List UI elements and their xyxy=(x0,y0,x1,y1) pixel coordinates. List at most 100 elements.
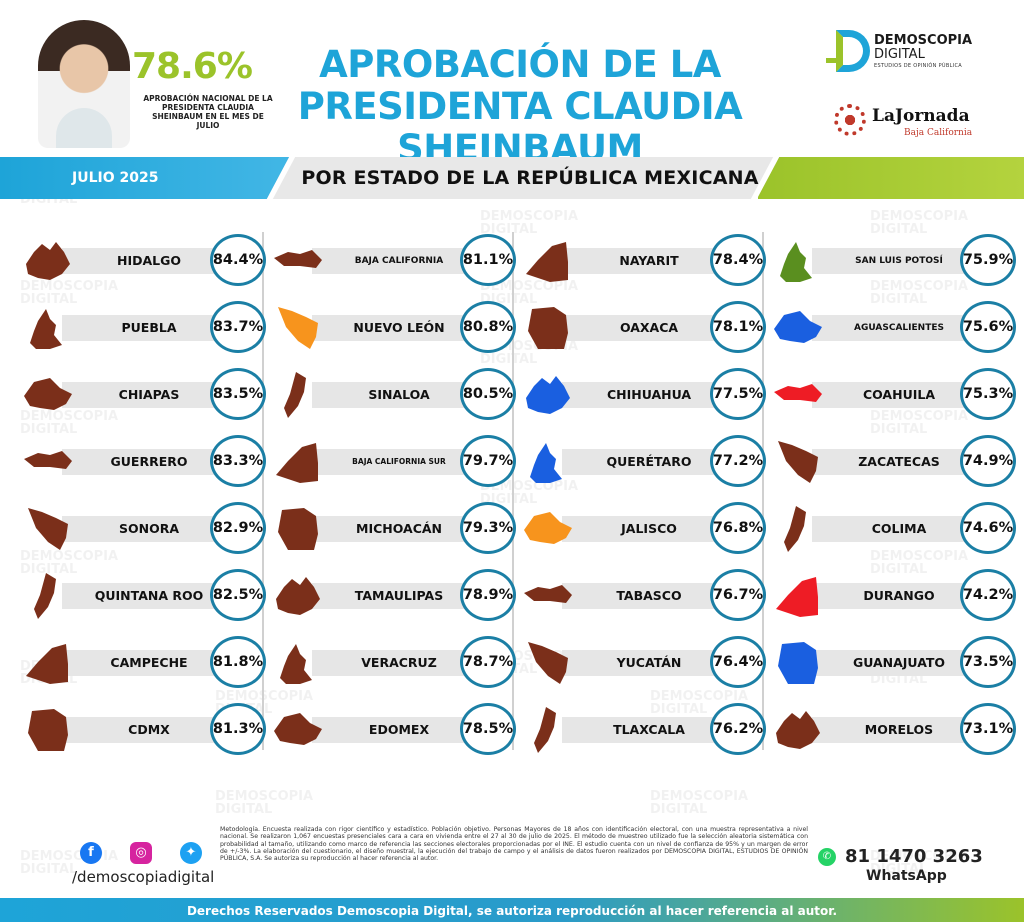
whatsapp-phone[interactable]: 81 1470 3263 xyxy=(845,846,983,867)
approval-ring xyxy=(710,234,766,286)
state-approval-value: 79.7% xyxy=(462,453,514,469)
state-label-bar xyxy=(62,315,232,341)
state-row: HIDALGO 84.4% xyxy=(20,232,270,288)
state-approval-value: 76.4% xyxy=(712,654,764,670)
state-approval-value: 75.9% xyxy=(962,252,1014,268)
state-label-bar xyxy=(62,382,232,408)
state-row: PUEBLA 83.7% xyxy=(20,299,270,355)
state-map-icon xyxy=(270,569,326,621)
state-row: GUERRERO 83.3% xyxy=(20,433,270,489)
title-line-1: APROBACIÓN DE LA xyxy=(319,43,721,86)
methodology-text: Metodología. Encuesta realizada con rigo… xyxy=(220,826,808,863)
approval-ring xyxy=(710,569,766,621)
watermark-line-2: DIGITAL xyxy=(870,292,928,307)
rights-notice: Derechos Reservados Demoscopia Digital, … xyxy=(186,904,838,918)
watermark-line-1: DEMOSCOPIA xyxy=(870,409,969,424)
watermark-line-2: DIGITAL xyxy=(650,802,708,817)
state-name: YUCATÁN xyxy=(616,655,682,670)
state-label-bar xyxy=(62,248,232,274)
state-name: TLAXCALA xyxy=(613,722,685,737)
whatsapp-icon[interactable]: ✆ xyxy=(818,848,836,866)
state-map-icon xyxy=(770,234,826,286)
approval-ring xyxy=(960,234,1016,286)
state-name: QUINTANA ROO xyxy=(94,588,204,603)
state-approval-value: 81.1% xyxy=(462,252,514,268)
state-row: YUCATÁN 76.4% xyxy=(520,634,770,690)
watermark-line-1: DEMOSCOPIA xyxy=(870,549,969,564)
state-map-icon xyxy=(520,368,576,420)
watermark-line-1: DEMOSCOPIA xyxy=(870,849,969,864)
state-row: QUINTANA ROO 82.5% xyxy=(20,567,270,623)
la-jornada-logo: LaJornada Baja California xyxy=(834,102,984,142)
state-name: NUEVO LEÓN xyxy=(353,320,445,335)
state-name: PUEBLA xyxy=(121,320,177,335)
facebook-icon[interactable]: f xyxy=(80,842,102,864)
state-approval-value: 75.6% xyxy=(962,319,1014,335)
state-approval-value: 84.4% xyxy=(212,252,264,268)
approval-ring xyxy=(210,703,266,755)
column-divider xyxy=(262,232,264,750)
social-handle[interactable]: /demoscopiadigital xyxy=(72,868,215,886)
state-map-icon xyxy=(770,502,826,554)
state-row: COLIMA 74.6% xyxy=(770,500,1020,556)
approval-ring xyxy=(710,703,766,755)
watermark-line-2: DIGITAL xyxy=(870,672,928,687)
state-row: EDOMEX 78.5% xyxy=(270,701,520,757)
state-approval-value: 82.9% xyxy=(212,520,264,536)
state-map-icon xyxy=(520,636,576,688)
state-row: JALISCO 76.8% xyxy=(520,500,770,556)
section-banner: JULIO 2025 POR ESTADO DE LA REPÚBLICA ME… xyxy=(0,157,1024,199)
state-row: AGUASCALIENTES 75.6% xyxy=(770,299,1020,355)
watermark-line-2: DIGITAL xyxy=(215,802,273,817)
state-name: CHIHUAHUA xyxy=(606,387,692,402)
state-label-bar xyxy=(62,449,232,475)
instagram-icon[interactable]: ◎ xyxy=(130,842,152,864)
state-map-icon xyxy=(520,703,576,755)
approval-ring xyxy=(460,234,516,286)
state-row: CDMX 81.3% xyxy=(20,701,270,757)
state-name: EDOMEX xyxy=(368,722,430,737)
state-map-icon xyxy=(270,636,326,688)
state-label-bar xyxy=(562,248,732,274)
state-name: SONORA xyxy=(118,521,180,536)
state-label-bar xyxy=(62,516,232,542)
state-row: TABASCO 76.7% xyxy=(520,567,770,623)
watermark-line-2: DIGITAL xyxy=(870,222,928,237)
state-map-icon xyxy=(20,435,76,487)
state-name: TAMAULIPAS xyxy=(354,588,444,603)
watermark-line-1: DEMOSCOPIA xyxy=(20,549,119,564)
state-map-icon xyxy=(20,301,76,353)
state-row: MICHOACÁN 79.3% xyxy=(270,500,520,556)
state-approval-value: 78.5% xyxy=(462,721,514,737)
state-row: SAN LUIS POTOSÍ 75.9% xyxy=(770,232,1020,288)
state-label-bar xyxy=(312,583,482,609)
watermark-line-1: DEMOSCOPIA xyxy=(20,409,119,424)
approval-ring xyxy=(460,502,516,554)
approval-ring xyxy=(710,435,766,487)
approval-ring xyxy=(960,636,1016,688)
state-name: HIDALGO xyxy=(116,253,181,268)
state-map-icon xyxy=(520,234,576,286)
state-approval-value: 73.1% xyxy=(962,721,1014,737)
state-row: ZACATECAS 74.9% xyxy=(770,433,1020,489)
approval-ring xyxy=(710,636,766,688)
twitter-icon[interactable]: ✦ xyxy=(180,842,202,864)
national-approval-value: 78.6% xyxy=(132,46,253,87)
state-name: QUERÉTARO xyxy=(606,454,692,469)
president-portrait xyxy=(38,20,130,148)
watermark-line-2: DIGITAL xyxy=(20,422,78,437)
state-name: ZACATECAS xyxy=(858,454,940,469)
whatsapp-label: WhatsApp xyxy=(866,868,947,884)
state-label-bar xyxy=(812,717,982,743)
state-approval-value: 80.8% xyxy=(462,319,514,335)
state-name: MICHOACÁN xyxy=(356,521,442,536)
state-name: SAN LUIS POTOSÍ xyxy=(855,256,943,266)
state-label-bar xyxy=(62,583,232,609)
state-row: BAJA CALIFORNIA 81.1% xyxy=(270,232,520,288)
la-jornada-name: LaJornada xyxy=(872,106,970,126)
approval-ring xyxy=(460,435,516,487)
